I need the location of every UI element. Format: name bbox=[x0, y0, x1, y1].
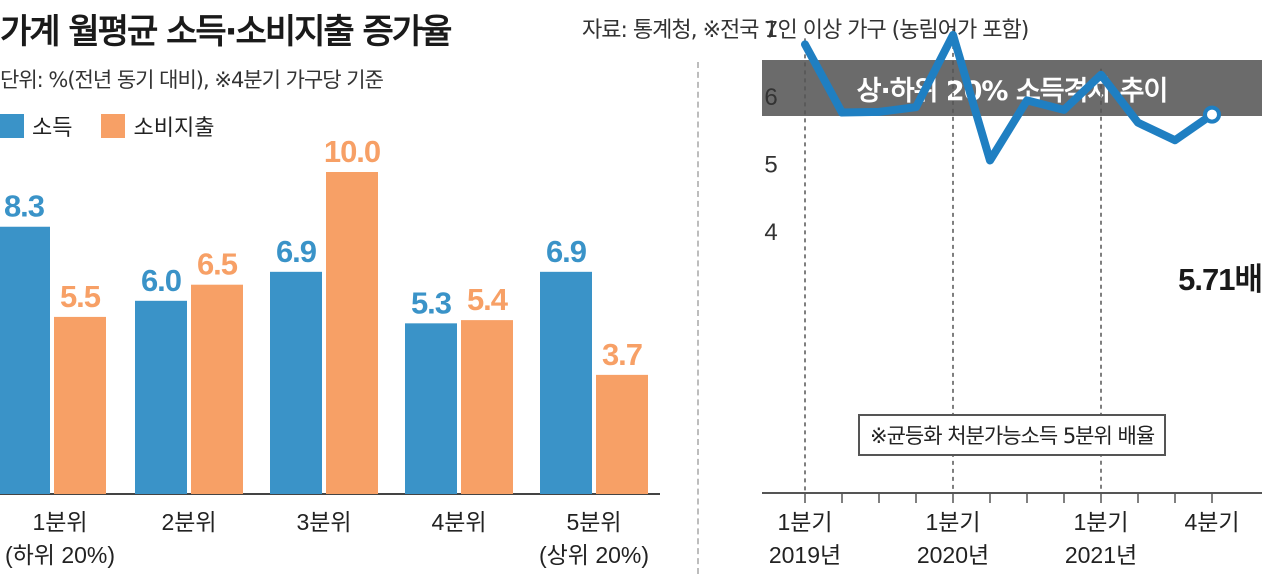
end-point-marker bbox=[1203, 105, 1221, 124]
bar-income-1 bbox=[0, 226, 50, 495]
bar-spending-5 bbox=[596, 374, 648, 494]
bar-income-2 bbox=[135, 300, 187, 494]
legend-swatch-spending bbox=[101, 114, 126, 138]
x-tick-label-1: 1분위 bbox=[32, 509, 87, 535]
y-tick-label-4: 4 bbox=[764, 219, 777, 246]
bar-income-4 bbox=[405, 323, 457, 494]
x-tick-sublabel-1: (하위 20%) bbox=[5, 542, 115, 568]
data-label-spending-2: 6.5 bbox=[197, 247, 238, 282]
x-tick-sublabel-5: (상위 20%) bbox=[539, 542, 649, 568]
end-value-label: 5.71배 bbox=[1178, 262, 1262, 297]
data-label-spending-1: 5.5 bbox=[60, 279, 101, 314]
x-tick-label-3: 3분위 bbox=[296, 509, 351, 535]
series-line-income-gap bbox=[801, 30, 1216, 165]
legend-label-spending: 소비지출 bbox=[133, 116, 215, 141]
x-tick-year-1: 2019년 bbox=[769, 542, 841, 568]
trend-note: ※균등화 처분가능소득 5분위 배율 bbox=[858, 414, 1167, 456]
x-tick-label-12: 4분기 bbox=[1184, 509, 1239, 535]
bar-spending-2 bbox=[191, 284, 243, 494]
chart-title: 가계 월평균 소득·소비지출 증가율 bbox=[0, 12, 452, 52]
bar-spending-4 bbox=[461, 320, 513, 494]
bar-income-3 bbox=[270, 271, 322, 494]
x-tick-year-9: 2021년 bbox=[1065, 542, 1137, 568]
data-label-income-4: 5.3 bbox=[411, 285, 452, 320]
x-tick-label-9: 1분기 bbox=[1073, 509, 1128, 535]
data-label-income-2: 6.0 bbox=[141, 263, 181, 298]
data-label-spending-4: 5.4 bbox=[467, 282, 509, 317]
y-tick-label-7: 7 bbox=[764, 17, 777, 44]
data-label-income-3: 6.9 bbox=[276, 234, 317, 269]
x-tick-label-2: 2분위 bbox=[161, 509, 216, 535]
trend-chart-title: 상·하위 20% 소득격차 추이 bbox=[762, 60, 1262, 116]
legend-item-spending: 소비지출 bbox=[101, 110, 214, 142]
bar-chart: 8.3 5.5 1분위 (하위 20%) 6.0 6.5 2분위 6.9 10.0 3분위 5.3 5… bbox=[0, 134, 660, 568]
unit-note: 단위: %(전년 동기 대비), ※4분기 가구당 기준 bbox=[0, 68, 384, 92]
x-tick-year-5: 2020년 bbox=[917, 542, 989, 568]
data-label-spending-3: 10.0 bbox=[324, 134, 380, 169]
x-tick-label-1: 1분기 bbox=[777, 509, 832, 535]
panel-divider bbox=[697, 62, 699, 574]
y-tick-label-5: 5 bbox=[764, 152, 777, 179]
legend-label-income: 소득 bbox=[32, 116, 73, 141]
legend: 소득 소비지출 bbox=[0, 110, 236, 144]
y-tick-label-6: 6 bbox=[764, 84, 777, 111]
x-tick-label-5: 5분위 bbox=[566, 509, 621, 535]
bar-spending-1 bbox=[54, 316, 106, 494]
x-tick-label-5: 1분기 bbox=[925, 509, 980, 535]
data-label-income-5: 6.9 bbox=[546, 234, 587, 269]
bar-spending-3 bbox=[326, 172, 378, 494]
x-tick-label-4: 4분위 bbox=[431, 509, 486, 535]
data-label-income-1: 8.3 bbox=[4, 189, 45, 224]
legend-swatch-income bbox=[0, 114, 24, 138]
bar-income-5 bbox=[540, 271, 592, 494]
data-label-spending-5: 3.7 bbox=[602, 337, 642, 372]
legend-item-income: 소득 bbox=[0, 110, 72, 142]
